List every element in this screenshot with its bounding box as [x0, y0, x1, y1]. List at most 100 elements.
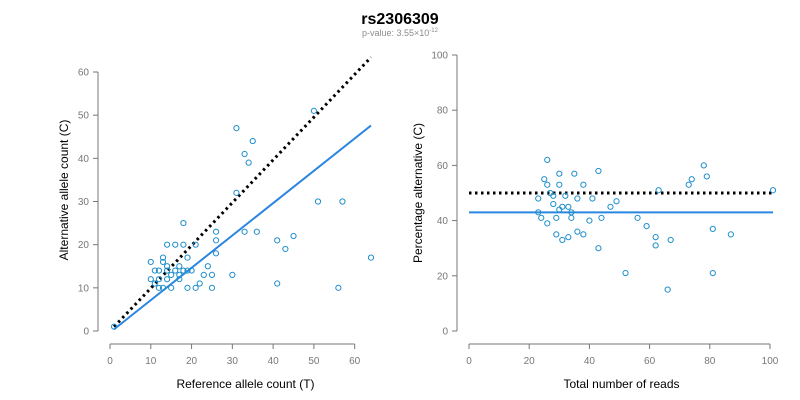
data-point — [598, 214, 605, 221]
y-tick-label: 100 — [431, 51, 448, 62]
data-point — [634, 214, 641, 221]
data-point — [335, 284, 342, 291]
data-point — [168, 284, 175, 291]
x-tick-label: 60 — [644, 356, 656, 367]
data-point — [241, 150, 248, 158]
data-point — [550, 200, 557, 208]
data-point — [176, 263, 183, 270]
data-point — [155, 276, 163, 283]
data-point — [541, 176, 548, 183]
data-point — [559, 203, 566, 210]
data-point — [172, 241, 179, 248]
data-point — [571, 170, 578, 177]
data-point — [163, 263, 171, 270]
data-point — [613, 198, 620, 205]
data-point — [229, 271, 236, 278]
data-point — [580, 181, 587, 188]
data-point — [188, 267, 195, 274]
data-point — [163, 276, 171, 283]
data-point — [208, 271, 216, 278]
data-point — [652, 234, 659, 241]
x-tick-label: 100 — [762, 356, 779, 367]
data-point — [727, 231, 734, 238]
data-point — [192, 241, 199, 248]
data-point — [241, 228, 248, 235]
data-point — [544, 220, 551, 227]
data-point — [769, 187, 777, 194]
data-point — [538, 214, 545, 221]
x-tick-label: 20 — [186, 356, 198, 367]
data-point — [159, 258, 167, 266]
data-point — [586, 217, 593, 224]
y-tick-label: 40 — [437, 216, 449, 227]
data-point — [688, 176, 695, 183]
data-point — [559, 236, 566, 244]
y-tick-label: 60 — [78, 68, 90, 79]
data-point — [562, 192, 569, 199]
data-point — [151, 267, 158, 274]
x-axis-label: Total number of reads — [563, 377, 679, 391]
data-point — [180, 267, 187, 274]
data-point — [110, 323, 118, 330]
data-point — [310, 107, 318, 114]
data-point — [282, 245, 289, 253]
data-point — [580, 231, 587, 238]
y-tick-label: 20 — [78, 240, 90, 251]
y-tick-label: 50 — [78, 111, 90, 122]
data-point — [655, 187, 662, 194]
data-point — [709, 269, 716, 277]
data-point — [595, 167, 602, 175]
data-point — [550, 192, 557, 199]
data-point — [535, 209, 542, 216]
data-point — [339, 198, 346, 205]
data-point — [703, 173, 710, 180]
data-point — [184, 267, 191, 274]
data-point — [176, 276, 183, 283]
data-point — [180, 241, 187, 248]
data-point — [544, 156, 551, 163]
data-point — [168, 271, 175, 278]
y-tick-label: 0 — [442, 327, 448, 338]
data-point — [192, 284, 199, 291]
data-point — [589, 195, 596, 202]
data-point — [249, 137, 256, 145]
x-tick-label: 20 — [524, 356, 536, 367]
data-point — [163, 241, 171, 248]
data-point — [212, 237, 220, 244]
data-point — [163, 267, 171, 274]
y-tick-label: 20 — [437, 271, 449, 282]
x-tick-label: 0 — [466, 356, 472, 367]
data-point — [208, 284, 216, 291]
data-point — [147, 258, 154, 266]
subtitle-prefix: p-value: 3.55×10 — [362, 28, 429, 38]
data-point — [200, 271, 207, 278]
x-tick-label: 40 — [584, 356, 596, 367]
data-point — [622, 269, 629, 277]
data-point — [667, 236, 674, 244]
data-point — [233, 125, 240, 132]
x-tick-label: 0 — [107, 356, 113, 367]
data-point — [245, 159, 252, 166]
fit-line — [113, 124, 372, 331]
x-tick-label: 40 — [268, 356, 280, 367]
x-axis-label: Reference allele count (T) — [176, 377, 314, 391]
data-point — [180, 219, 187, 227]
data-point — [196, 280, 203, 287]
data-point — [314, 198, 322, 205]
data-point — [553, 214, 560, 221]
x-tick-label: 30 — [227, 356, 239, 367]
data-point — [556, 170, 563, 177]
y-axis-label: Percentage alternative (C) — [411, 123, 425, 263]
data-point — [274, 280, 281, 287]
y-tick-label: 30 — [78, 197, 90, 208]
y-axis-label: Alternative allele count (C) — [57, 120, 71, 261]
data-point — [685, 181, 692, 188]
data-point — [274, 237, 281, 244]
data-point — [184, 284, 191, 291]
y-tick-label: 60 — [437, 161, 449, 172]
data-point — [233, 189, 240, 196]
data-point — [553, 231, 560, 238]
data-point — [212, 228, 220, 235]
data-point — [204, 263, 211, 270]
data-point — [159, 284, 167, 291]
